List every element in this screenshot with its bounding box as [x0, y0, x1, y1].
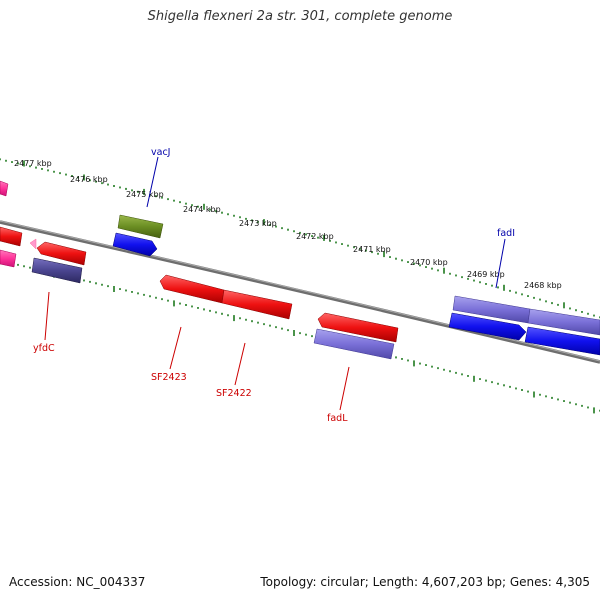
gene-SF2423[interactable] [159, 274, 225, 304]
gene-label-yfdC: yfdC [33, 343, 55, 354]
accession-text: Accession: NC_004337 [9, 575, 146, 589]
gene-label-fadI: fadI [497, 228, 515, 239]
yfdC-leader [44, 291, 50, 341]
kbp-label: 2476 kbp [70, 175, 108, 184]
gene-red-outer-left[interactable] [0, 226, 23, 247]
kbp-label: 2472 kbp [296, 232, 334, 241]
gene-purple-outer-right[interactable] [527, 308, 600, 336]
gene-red-inner-right[interactable] [317, 312, 399, 343]
kbp-label: 2473 kbp [239, 219, 277, 228]
gene-label-fadL: fadL [327, 413, 348, 424]
gene-blue-inner-far[interactable] [524, 326, 600, 356]
SF2423-leader [169, 326, 182, 370]
kbp-label: 2471 kbp [353, 245, 391, 254]
gene-label-SF2422: SF2422 [216, 388, 252, 399]
fadL-leader [339, 366, 350, 411]
SF2422-leader [234, 342, 246, 386]
vacJ-leader [146, 156, 159, 208]
gene-pink-outer[interactable] [0, 180, 9, 197]
gene-label-SF2423: SF2423 [151, 372, 187, 383]
kbp-label: 2474 kbp [183, 205, 221, 214]
gene-red-outer-arrow[interactable] [36, 241, 87, 266]
gene-blue-outer[interactable] [112, 232, 158, 257]
kbp-label: 2469 kbp [467, 270, 505, 279]
gene-pink-inner[interactable] [0, 249, 17, 268]
gene-vacJ[interactable] [117, 214, 164, 239]
gene-label-vacJ: vacJ [151, 147, 170, 158]
gene-blue-inner-right[interactable] [448, 312, 527, 341]
kbp-label: 2475 kbp [126, 190, 164, 199]
genome-title: Shigella flexneri 2a str. 301, complete … [147, 9, 453, 24]
kbp-label: 2468 kbp [524, 281, 562, 290]
gene-yfdC[interactable] [31, 257, 83, 284]
kbp-label: 2477 kbp [14, 159, 52, 168]
gene-fadL[interactable] [313, 328, 395, 360]
kbp-label: 2470 kbp [410, 258, 448, 267]
genome-summary-text: Topology: circular; Length: 4,607,203 bp… [260, 575, 590, 589]
fadI-leader [495, 238, 506, 289]
genome-backbone [0, 220, 600, 364]
gene-pink-small[interactable] [29, 238, 37, 250]
upper-tick-ruler [0, 158, 600, 319]
gene-SF2422[interactable] [221, 289, 293, 320]
lower-tick-ruler [0, 259, 600, 414]
